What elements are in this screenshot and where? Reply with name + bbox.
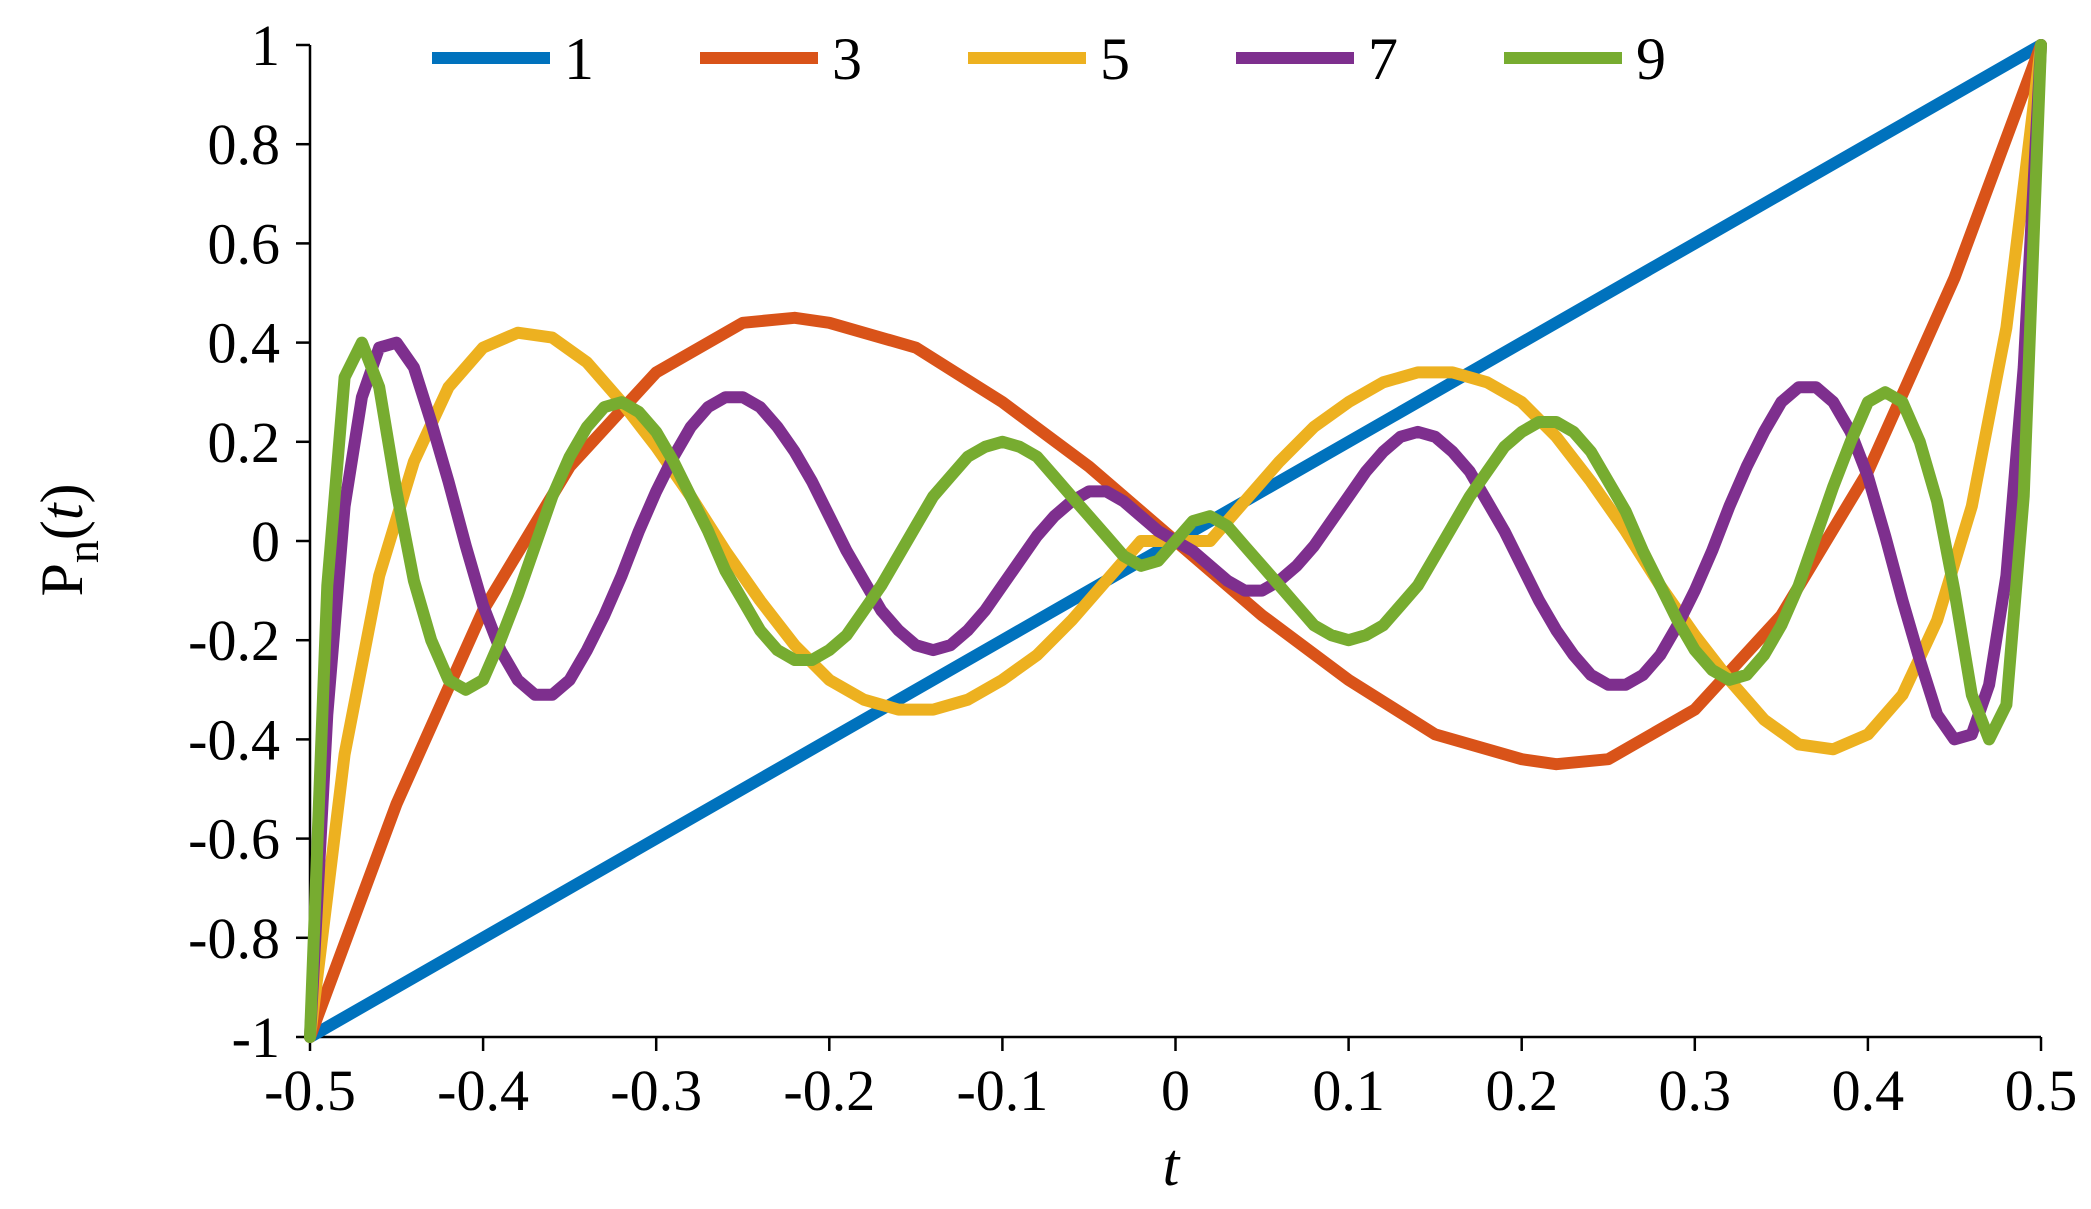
ticks: -1 -0.8 -0.6 -0.4 -0.2 0 0.2 0.4 0.6 0.8 1 -0.5 -0.4… xyxy=(188,13,2077,1123)
y-tick-label: -0.4 xyxy=(188,707,280,772)
series-layer xyxy=(304,39,2047,1043)
legend-label-9: 9 xyxy=(1636,26,1666,92)
y-tick-label: 0.6 xyxy=(208,211,281,276)
y-axis-title-open: ( xyxy=(29,520,95,540)
legend-label-7: 7 xyxy=(1368,26,1398,92)
legend: 1 3 5 7 9 xyxy=(432,26,1666,92)
x-tick-label: 0 xyxy=(1161,1058,1190,1123)
x-tick-label: 0.5 xyxy=(2005,1058,2078,1123)
y-tick-label: -0.2 xyxy=(188,608,280,673)
x-axis-title: t xyxy=(1163,1132,1181,1198)
y-axis-title-arg: t xyxy=(29,502,95,520)
y-axis-title-close: ) xyxy=(29,483,95,503)
y-axis-title: Pn(t) xyxy=(29,483,108,596)
x-tick-label: -0.4 xyxy=(437,1058,529,1123)
y-tick-label: 0 xyxy=(251,509,280,574)
y-tick-label: 0.8 xyxy=(208,112,281,177)
x-tick-label: -0.2 xyxy=(783,1058,875,1123)
x-tick-label: 0.2 xyxy=(1485,1058,1558,1123)
x-tick-label: -0.3 xyxy=(610,1058,702,1123)
x-tick-label: 0.1 xyxy=(1312,1058,1385,1123)
y-axis-title-main: P xyxy=(29,563,95,596)
series-line-9 xyxy=(304,39,2047,1043)
legend-label-3: 3 xyxy=(832,26,862,92)
x-tick-label: 0.3 xyxy=(1659,1058,1732,1123)
y-tick-label: 0.4 xyxy=(208,311,281,376)
legend-label-5: 5 xyxy=(1100,26,1130,92)
y-tick-label: -0.8 xyxy=(188,906,280,971)
y-tick-label: 0.2 xyxy=(208,410,281,475)
x-tick-label: -0.5 xyxy=(264,1058,356,1123)
legend-label-1: 1 xyxy=(564,26,594,92)
y-tick-label: 1 xyxy=(251,13,280,78)
x-tick-label: -0.1 xyxy=(956,1058,1048,1123)
y-axis-title-sub: n xyxy=(57,540,108,563)
y-tick-label: -1 xyxy=(232,1005,280,1070)
y-tick-label: -0.6 xyxy=(188,807,280,872)
x-tick-label: 0.4 xyxy=(1832,1058,1905,1123)
